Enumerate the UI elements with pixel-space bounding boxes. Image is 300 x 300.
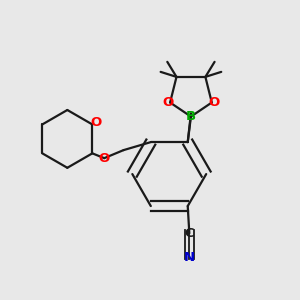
Text: C: C bbox=[184, 227, 194, 240]
Text: N: N bbox=[184, 251, 195, 264]
Text: O: O bbox=[99, 152, 110, 165]
Text: O: O bbox=[162, 96, 173, 109]
Text: O: O bbox=[90, 116, 101, 129]
Text: B: B bbox=[186, 110, 196, 123]
Text: O: O bbox=[209, 96, 220, 109]
